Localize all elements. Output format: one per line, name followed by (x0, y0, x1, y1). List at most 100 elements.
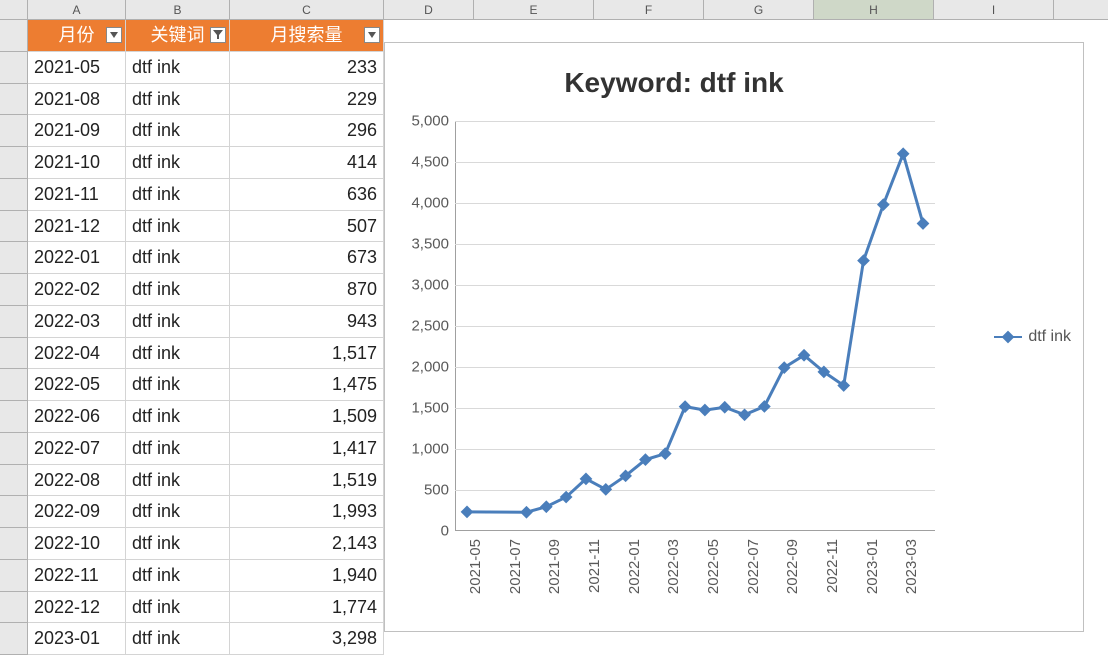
cell-month[interactable]: 2022-05 (28, 369, 126, 401)
y-axis-label: 0 (441, 523, 449, 540)
filter-button[interactable] (364, 27, 380, 43)
cell-month[interactable]: 2021-05 (28, 52, 126, 84)
cell-keyword[interactable]: dtf ink (126, 179, 230, 211)
cell-volume[interactable]: 507 (230, 211, 384, 243)
cell-month[interactable]: 2022-08 (28, 465, 126, 497)
cell-keyword[interactable]: dtf ink (126, 115, 230, 147)
cell-volume[interactable]: 1,517 (230, 338, 384, 370)
row-number[interactable] (0, 560, 28, 592)
cell-keyword[interactable]: dtf ink (126, 528, 230, 560)
cell-volume[interactable]: 296 (230, 115, 384, 147)
cell-volume[interactable]: 1,993 (230, 496, 384, 528)
row-number[interactable] (0, 179, 28, 211)
cell-keyword[interactable]: dtf ink (126, 84, 230, 116)
row-number[interactable] (0, 401, 28, 433)
row-number[interactable] (0, 496, 28, 528)
column-header-F[interactable]: F (594, 0, 704, 19)
cell-keyword[interactable]: dtf ink (126, 496, 230, 528)
y-axis-label: 4,500 (411, 154, 449, 171)
cell-keyword[interactable]: dtf ink (126, 147, 230, 179)
cell-keyword[interactable]: dtf ink (126, 211, 230, 243)
cell-month[interactable]: 2022-01 (28, 242, 126, 274)
header-volume[interactable]: 月搜索量 (230, 20, 384, 52)
cell-keyword[interactable]: dtf ink (126, 274, 230, 306)
cell-month[interactable]: 2021-11 (28, 179, 126, 211)
x-axis-label: 2021-09 (546, 539, 563, 594)
cell-month[interactable]: 2023-01 (28, 623, 126, 655)
cell-volume[interactable]: 636 (230, 179, 384, 211)
cell-volume[interactable]: 1,475 (230, 369, 384, 401)
cell-month[interactable]: 2022-03 (28, 306, 126, 338)
column-header-I[interactable]: I (934, 0, 1054, 19)
column-header-C[interactable]: C (230, 0, 384, 19)
cell-volume[interactable]: 1,417 (230, 433, 384, 465)
cell-volume[interactable]: 1,940 (230, 560, 384, 592)
cell-month[interactable]: 2021-12 (28, 211, 126, 243)
cell-month[interactable]: 2022-06 (28, 401, 126, 433)
column-header-H[interactable]: H (814, 0, 934, 19)
cell-keyword[interactable]: dtf ink (126, 560, 230, 592)
row-number[interactable] (0, 592, 28, 624)
cell-month[interactable]: 2022-12 (28, 592, 126, 624)
cell-volume[interactable]: 229 (230, 84, 384, 116)
cell-keyword[interactable]: dtf ink (126, 623, 230, 655)
cell-volume[interactable]: 1,774 (230, 592, 384, 624)
cell-keyword[interactable]: dtf ink (126, 52, 230, 84)
cell-volume[interactable]: 233 (230, 52, 384, 84)
table-row: 2022-03dtf ink943 (0, 306, 384, 338)
cell-month[interactable]: 2022-09 (28, 496, 126, 528)
row-number[interactable] (0, 115, 28, 147)
cell-keyword[interactable]: dtf ink (126, 401, 230, 433)
cell-volume[interactable]: 3,298 (230, 623, 384, 655)
row-number[interactable] (0, 369, 28, 401)
cell-month[interactable]: 2022-02 (28, 274, 126, 306)
row-number[interactable] (0, 623, 28, 655)
cell-month[interactable]: 2021-09 (28, 115, 126, 147)
row-number[interactable] (0, 338, 28, 370)
cell-month[interactable]: 2022-11 (28, 560, 126, 592)
row-number[interactable] (0, 274, 28, 306)
row-number[interactable] (0, 433, 28, 465)
cell-volume[interactable]: 414 (230, 147, 384, 179)
cell-month[interactable]: 2021-10 (28, 147, 126, 179)
legend[interactable]: dtf ink (994, 328, 1071, 346)
cell-keyword[interactable]: dtf ink (126, 338, 230, 370)
table-row: 2022-07dtf ink1,417 (0, 433, 384, 465)
row-number[interactable] (0, 306, 28, 338)
row-number[interactable] (0, 84, 28, 116)
cell-month[interactable]: 2022-04 (28, 338, 126, 370)
column-header-E[interactable]: E (474, 0, 594, 19)
cell-keyword[interactable]: dtf ink (126, 369, 230, 401)
cell-keyword[interactable]: dtf ink (126, 465, 230, 497)
filter-button[interactable] (210, 27, 226, 43)
column-header-D[interactable]: D (384, 0, 474, 19)
cell-month[interactable]: 2021-08 (28, 84, 126, 116)
row-number[interactable] (0, 211, 28, 243)
row-number[interactable] (0, 465, 28, 497)
column-header-G[interactable]: G (704, 0, 814, 19)
cell-volume[interactable]: 870 (230, 274, 384, 306)
cell-keyword[interactable]: dtf ink (126, 433, 230, 465)
row-number[interactable] (0, 528, 28, 560)
row-number[interactable] (0, 20, 28, 52)
header-month[interactable]: 月份 (28, 20, 126, 52)
cell-keyword[interactable]: dtf ink (126, 306, 230, 338)
header-keyword[interactable]: 关键词 (126, 20, 230, 52)
row-number[interactable] (0, 242, 28, 274)
cell-keyword[interactable]: dtf ink (126, 592, 230, 624)
row-number[interactable] (0, 52, 28, 84)
cell-volume[interactable]: 1,509 (230, 401, 384, 433)
filter-button[interactable] (106, 27, 122, 43)
cell-keyword[interactable]: dtf ink (126, 242, 230, 274)
cell-month[interactable]: 2022-10 (28, 528, 126, 560)
column-header-B[interactable]: B (126, 0, 230, 19)
chart[interactable]: Keyword: dtf ink 05001,0001,5002,0002,50… (384, 42, 1084, 632)
column-header-A[interactable]: A (28, 0, 126, 19)
cell-volume[interactable]: 943 (230, 306, 384, 338)
cell-volume[interactable]: 2,143 (230, 528, 384, 560)
cell-volume[interactable]: 673 (230, 242, 384, 274)
select-all-corner[interactable] (0, 0, 28, 19)
row-number[interactable] (0, 147, 28, 179)
cell-volume[interactable]: 1,519 (230, 465, 384, 497)
cell-month[interactable]: 2022-07 (28, 433, 126, 465)
